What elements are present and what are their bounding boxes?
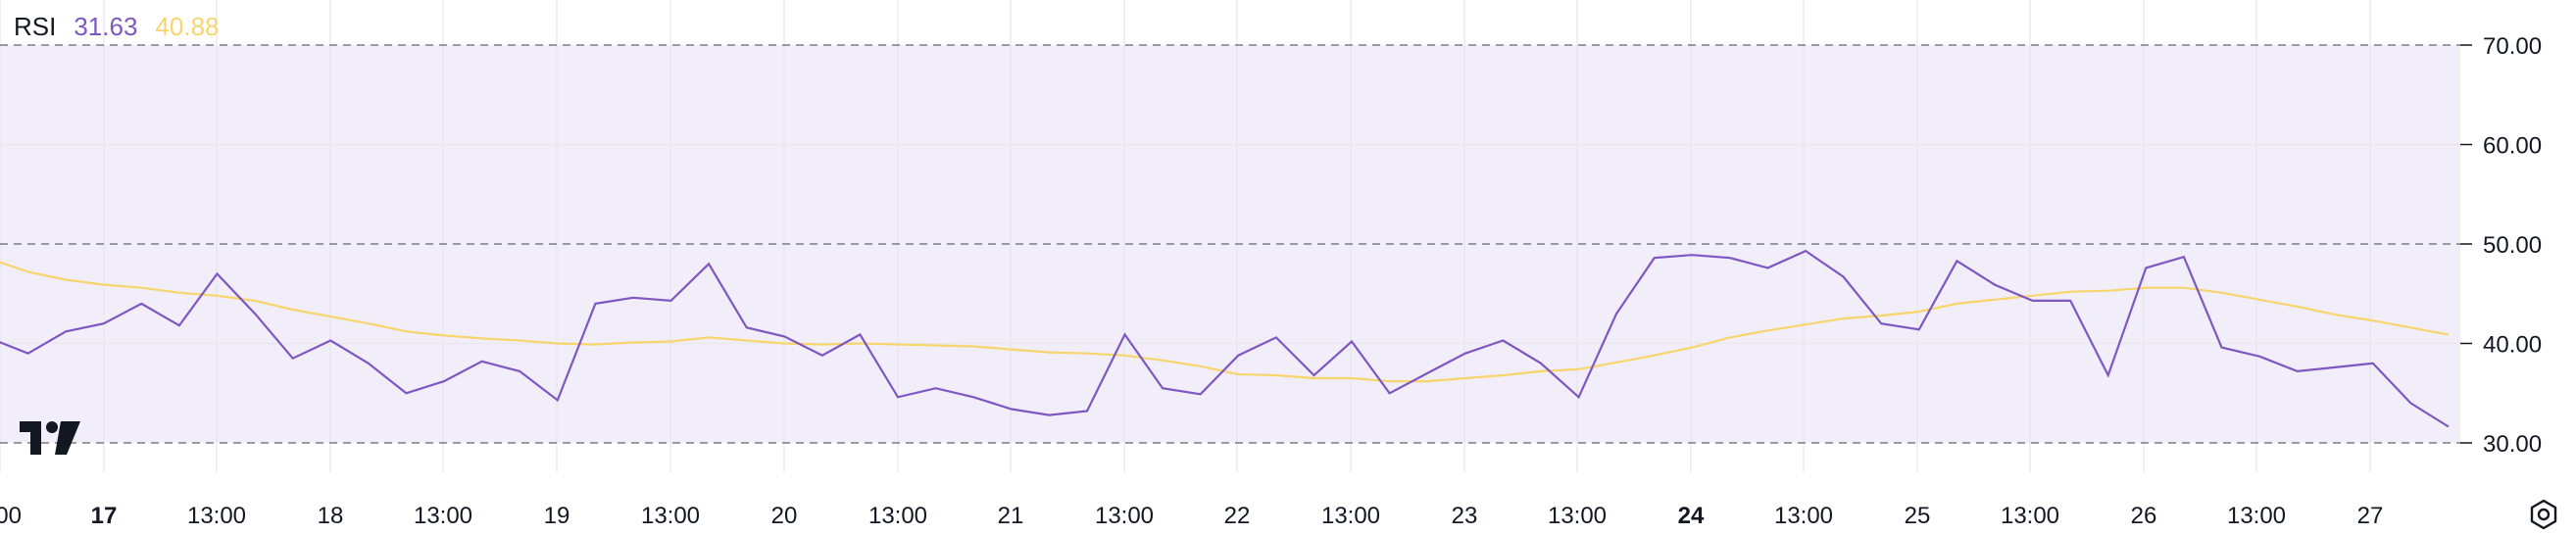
x-tick-label: 13:00 (1548, 503, 1607, 529)
x-tick-label: 13:00 (1095, 503, 1154, 529)
x-axis-labels: 00 17 13:00 18 13:00 19 13:00 20 13:00 21 13:00 22 1… (0, 503, 2383, 529)
x-tick-label: 22 (1224, 503, 1251, 529)
x-tick-label: 13:00 (2001, 503, 2059, 529)
rsi-value: 31.63 (74, 12, 138, 41)
vertical-grid (0, 0, 2371, 472)
x-tick-label: 23 (1452, 503, 1478, 529)
x-tick-label: 24 (1678, 503, 1705, 529)
x-tick-label: 13:00 (187, 503, 246, 529)
rsi-ma-line (0, 261, 2450, 383)
x-tick-label: 13:00 (868, 503, 927, 529)
indicator-legend[interactable]: RSI 31.63 40.88 (14, 12, 220, 42)
x-tick-label: 13:00 (414, 503, 472, 529)
x-tick-label: 20 (771, 503, 798, 529)
rsi-ma-value: 40.88 (155, 12, 220, 41)
settings-icon[interactable] (2527, 498, 2560, 531)
rsi-line (0, 249, 2450, 428)
y-tick-label: 40.00 (2483, 332, 2542, 359)
rsi-level-lines (0, 44, 2460, 444)
y-tick-label: 60.00 (2483, 133, 2542, 160)
x-tick-label: 19 (544, 503, 570, 529)
x-tick-label: 13:00 (2227, 503, 2286, 529)
x-tick-label: 25 (1905, 503, 1931, 529)
indicator-name: RSI (14, 12, 57, 41)
x-tick-label: 13:00 (641, 503, 700, 529)
horizontal-grid (0, 143, 2460, 345)
x-tick-label: 26 (2131, 503, 2157, 529)
y-tick-label: 70.00 (2483, 33, 2542, 60)
x-tick-label: 27 (2357, 503, 2384, 529)
x-tick-label: 17 (91, 503, 118, 529)
y-tick-label: 50.00 (2483, 232, 2542, 259)
y-tick-label: 30.00 (2483, 431, 2542, 458)
tradingview-logo-icon[interactable] (20, 421, 80, 455)
x-tick-label: 21 (998, 503, 1024, 529)
y-axis-labels: 70.00 60.00 50.00 40.00 30.00 (2460, 33, 2542, 458)
x-tick-label: 18 (318, 503, 344, 529)
x-tick-label: 13:00 (1321, 503, 1380, 529)
x-tick-label: 00 (0, 503, 22, 529)
x-tick-label: 13:00 (1774, 503, 1833, 529)
